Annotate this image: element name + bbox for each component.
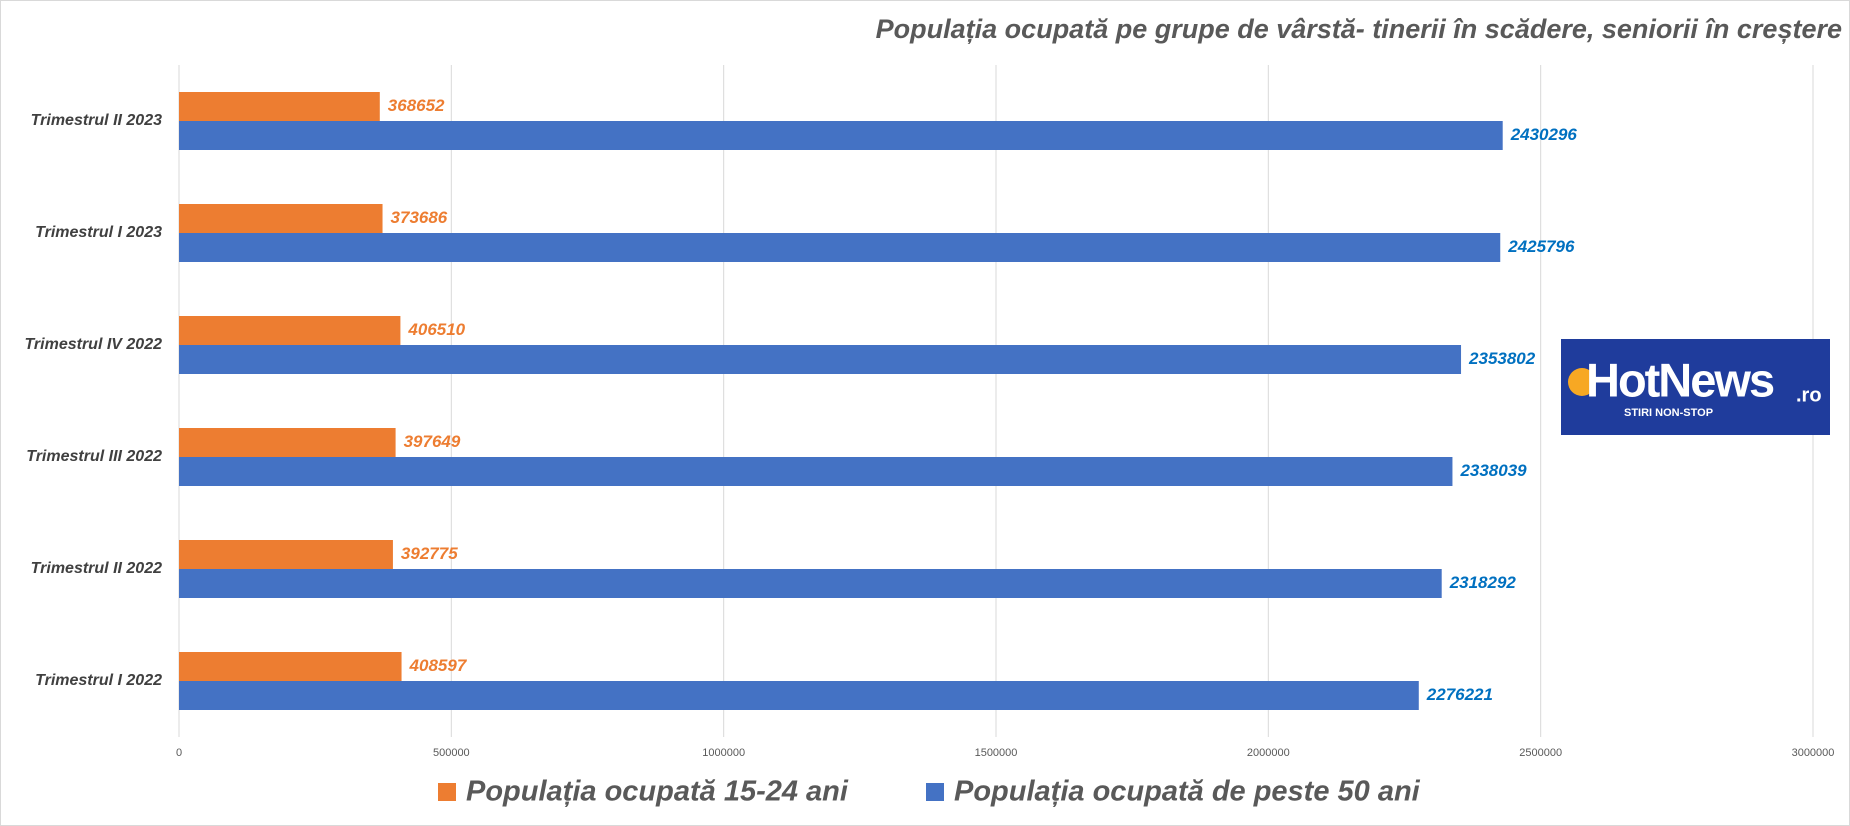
x-tick-label: 1000000 [702,747,745,759]
logo-box [1561,339,1830,435]
legend-swatch [926,783,944,801]
x-tick-label: 500000 [433,747,470,759]
bar [179,540,393,569]
y-tick-label: Trimestrul I 2023 [35,224,162,241]
legend-label: Populația ocupată de peste 50 ani [954,776,1421,808]
value-label: 397649 [404,432,461,451]
bar [179,569,1442,598]
value-label: 2318292 [1449,573,1517,592]
x-tick-label: 1500000 [975,747,1018,759]
value-label: 2276221 [1426,685,1493,704]
value-label: 368652 [388,96,445,115]
value-label: 2430296 [1510,125,1578,144]
logo: HotNews .ro STIRI NON-STOP [1561,339,1830,435]
logo-sun [1568,368,1596,396]
bar [179,121,1503,150]
logo-tagline: STIRI NON-STOP [1624,407,1713,419]
value-label: 2353802 [1468,349,1536,368]
legend-swatch [438,783,456,801]
y-tick-label: Trimestrul IV 2022 [24,336,162,353]
y-tick-label: Trimestrul III 2022 [26,448,162,465]
value-label: 2425796 [1507,237,1575,256]
x-tick-label: 2000000 [1247,747,1290,759]
bar [179,681,1419,710]
chart-title: Populația ocupată pe grupe de vârstă- ti… [876,14,1842,44]
y-tick-label: Trimestrul II 2023 [31,112,162,129]
logo-name: HotNews [1586,353,1774,406]
x-tick-label: 0 [176,747,182,759]
bar [179,428,396,457]
value-label: 392775 [401,544,458,563]
value-label: 2338039 [1459,461,1527,480]
legend-label: Populația ocupată 15-24 ani [466,776,849,808]
bar [179,233,1501,262]
value-label: 406510 [407,320,465,339]
bar [179,457,1453,486]
bar [179,204,383,233]
bar [179,345,1462,374]
logo-suffix: .ro [1796,384,1822,406]
x-tick-label: 2500000 [1519,747,1562,759]
value-label: 373686 [391,208,448,227]
bar [179,652,402,681]
bar [179,92,380,121]
y-tick-label: Trimestrul II 2022 [31,560,162,577]
y-tick-label: Trimestrul I 2022 [35,672,162,689]
bar [179,316,401,345]
value-label: 408597 [409,656,468,675]
x-tick-label: 3000000 [1792,747,1835,759]
